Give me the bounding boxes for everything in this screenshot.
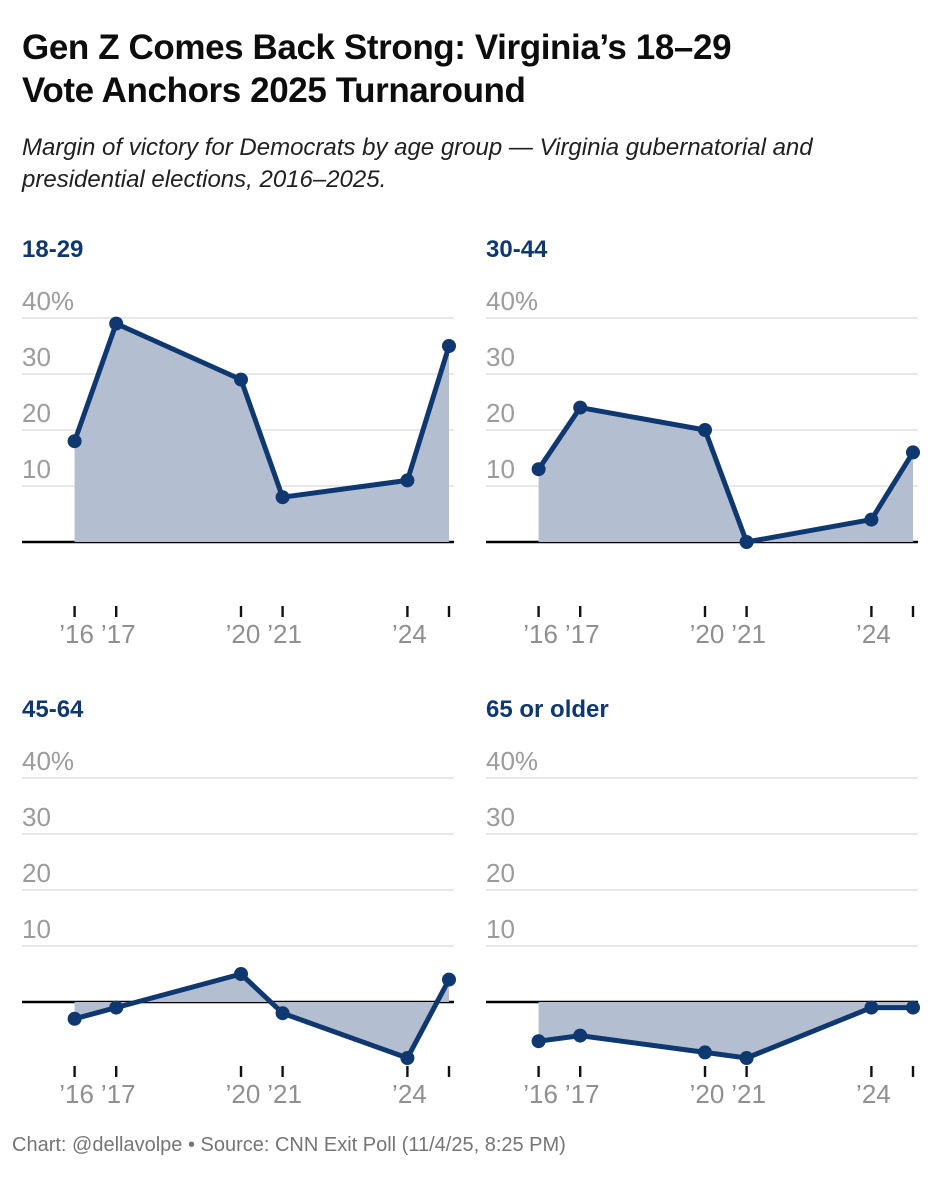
x-tick-label-2020: ’20 bbox=[690, 1079, 725, 1109]
panels-grid: 18-29 40% 30 20 10’16’17’20’21’24 30-44 40%… bbox=[22, 235, 920, 1109]
panel-title-45-64: 45-64 bbox=[22, 695, 84, 723]
y-axis-label-40: 40% bbox=[486, 286, 538, 316]
y-axis-label-10: 10 bbox=[22, 454, 51, 484]
x-tick-label-2021: ’21 bbox=[267, 619, 302, 649]
data-point-2025 bbox=[442, 338, 456, 353]
trend-line bbox=[536, 405, 916, 545]
panel-30-44: 30-44 40% 30 20 10 ’16’17 ’20’21 ’24 bbox=[486, 235, 920, 649]
data-point-2024 bbox=[864, 512, 879, 527]
x-tick-label-2021: ’21 bbox=[267, 1079, 302, 1109]
data-point-2021 bbox=[739, 534, 754, 549]
panel-chart-65-or-older: 40% 30 20 10 ’16’17 ’20’21 ’24 bbox=[486, 732, 920, 1109]
x-tick-label-2020: ’20 bbox=[690, 619, 725, 649]
data-point-2021 bbox=[275, 1006, 290, 1021]
y-axis-label-20: 20 bbox=[486, 858, 515, 888]
y-axis-label-30: 30 bbox=[22, 342, 51, 372]
chart-subtitle: Margin of victory for Democrats by age g… bbox=[22, 134, 813, 193]
x-tick-label-2016: ’16 bbox=[59, 1079, 94, 1109]
y-axis-label-30: 30 bbox=[486, 802, 515, 832]
data-point-2017 bbox=[109, 1000, 124, 1015]
data-point-2020 bbox=[234, 966, 248, 981]
area-fill bbox=[538, 407, 913, 542]
chart-svg: 40% 30 20 10 ’16’17 ’20’21 ’24 bbox=[486, 286, 920, 649]
y-axis-label-10: 10 bbox=[486, 454, 515, 484]
area-fill bbox=[74, 323, 449, 542]
panel-title-65-or-older: 65 or older bbox=[486, 695, 609, 723]
data-point-2017 bbox=[573, 400, 588, 415]
data-point-2024 bbox=[400, 1050, 415, 1065]
data-point-2017 bbox=[109, 316, 124, 331]
data-point-2016 bbox=[67, 434, 82, 449]
panel-chart-18-29: 40% 30 20 10 ’16’17 ’20’21 ’24 bbox=[22, 272, 456, 649]
y-axis-label-20: 20 bbox=[22, 398, 51, 428]
panel-45-64: 45-64 40% 30 20 10 ’16’17 ’20’21 ’24 bbox=[22, 695, 456, 1109]
panel-title-18-29: 18-29 bbox=[22, 235, 84, 263]
data-point-2016 bbox=[531, 1034, 546, 1049]
chart-svg: 40% 30 20 10 ’16’17 ’20’21 ’24 bbox=[22, 286, 456, 649]
panel-chart-45-64: 40% 30 20 10 ’16’17 ’20’21 ’24 bbox=[22, 732, 456, 1109]
panel-18-29: 18-29 40% 30 20 10 ’16’17 ’20’21 ’24 bbox=[22, 235, 456, 649]
x-tick-label-2020: ’20 bbox=[226, 1079, 261, 1109]
x-tick-label-2024: ’24 bbox=[856, 619, 891, 649]
x-tick-label-2016: ’16 bbox=[523, 1079, 558, 1109]
y-axis-label-40: 40% bbox=[22, 286, 74, 316]
data-point-2021 bbox=[739, 1050, 754, 1065]
data-point-2025 bbox=[906, 445, 920, 460]
x-tick-label-2024: ’24 bbox=[392, 619, 427, 649]
page-title-line-1: Gen Z Comes Back Strong: Virginia’s 18–2… bbox=[22, 28, 732, 67]
panel-65-or-older: 65 or older 40% 30 20 10 ’16’17 ’20’21 ’24 bbox=[486, 695, 920, 1109]
data-point-2025 bbox=[442, 972, 456, 987]
y-axis-label-40: 40% bbox=[486, 746, 538, 776]
data-point-2016 bbox=[67, 1011, 82, 1026]
page-title-line-2: Vote Anchors 2025 Turnaround bbox=[22, 71, 526, 111]
data-point-2020 bbox=[698, 422, 712, 437]
trend-line bbox=[72, 321, 452, 500]
data-point-2016 bbox=[531, 462, 546, 477]
chart-svg: 40% 30 20 10 ’16’17 ’20’21 ’24 bbox=[22, 746, 456, 1109]
data-point-2020 bbox=[698, 1045, 712, 1060]
x-tick-label-2017: ’17 bbox=[101, 619, 136, 649]
area-fill bbox=[74, 973, 449, 1058]
data-point-2024 bbox=[400, 473, 415, 488]
chart-svg: 40% 30 20 10 ’16’17 ’20’21 ’24 bbox=[486, 746, 920, 1109]
x-tick-label-2017: ’17 bbox=[565, 619, 600, 649]
x-tick-label-2016: ’16 bbox=[523, 619, 558, 649]
x-tick-label-2017: ’17 bbox=[565, 1079, 600, 1109]
source-credit: Chart: @dellavolpe • Source: CNN Exit Po… bbox=[12, 1133, 566, 1156]
page-title: Gen Z Comes Back Strong: Virginia’s 18–2… bbox=[22, 26, 918, 112]
x-tick-label-2017: ’17 bbox=[101, 1079, 136, 1109]
panel-chart-30-44: 40% 30 20 10 ’16’17 ’20’21 ’24 bbox=[486, 272, 920, 649]
y-axis-label-40: 40% bbox=[22, 746, 74, 776]
x-tick-label-2021: ’21 bbox=[731, 1079, 766, 1109]
y-axis-label-10: 10 bbox=[22, 914, 51, 944]
data-point-2020 bbox=[234, 372, 248, 387]
data-point-2024 bbox=[864, 1000, 879, 1015]
area-fill bbox=[538, 1001, 913, 1058]
y-axis-label-30: 30 bbox=[22, 802, 51, 832]
y-axis-label-30: 30 bbox=[486, 342, 515, 372]
y-axis-label-10: 10 bbox=[486, 914, 515, 944]
data-point-2021 bbox=[275, 490, 290, 505]
data-point-2025 bbox=[906, 1000, 920, 1015]
y-axis-label-20: 20 bbox=[486, 398, 515, 428]
y-axis-label-20: 20 bbox=[22, 858, 51, 888]
x-tick-label-2016: ’16 bbox=[59, 619, 94, 649]
trend-line bbox=[72, 971, 452, 1061]
x-tick-label-2020: ’20 bbox=[226, 619, 261, 649]
panel-title-30-44: 30-44 bbox=[486, 235, 548, 263]
data-point-2017 bbox=[573, 1028, 588, 1043]
x-tick-label-2024: ’24 bbox=[392, 1079, 427, 1109]
x-tick-label-2024: ’24 bbox=[856, 1079, 891, 1109]
x-tick-label-2021: ’21 bbox=[731, 619, 766, 649]
